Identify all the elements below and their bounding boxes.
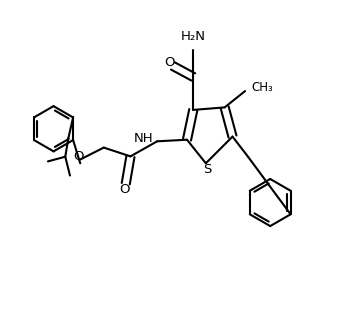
Text: NH: NH [134,132,153,145]
Text: O: O [74,150,84,163]
Text: O: O [119,183,130,197]
Text: S: S [203,163,212,176]
Text: H₂N: H₂N [181,30,206,43]
Text: O: O [164,56,175,69]
Text: CH₃: CH₃ [251,81,273,95]
